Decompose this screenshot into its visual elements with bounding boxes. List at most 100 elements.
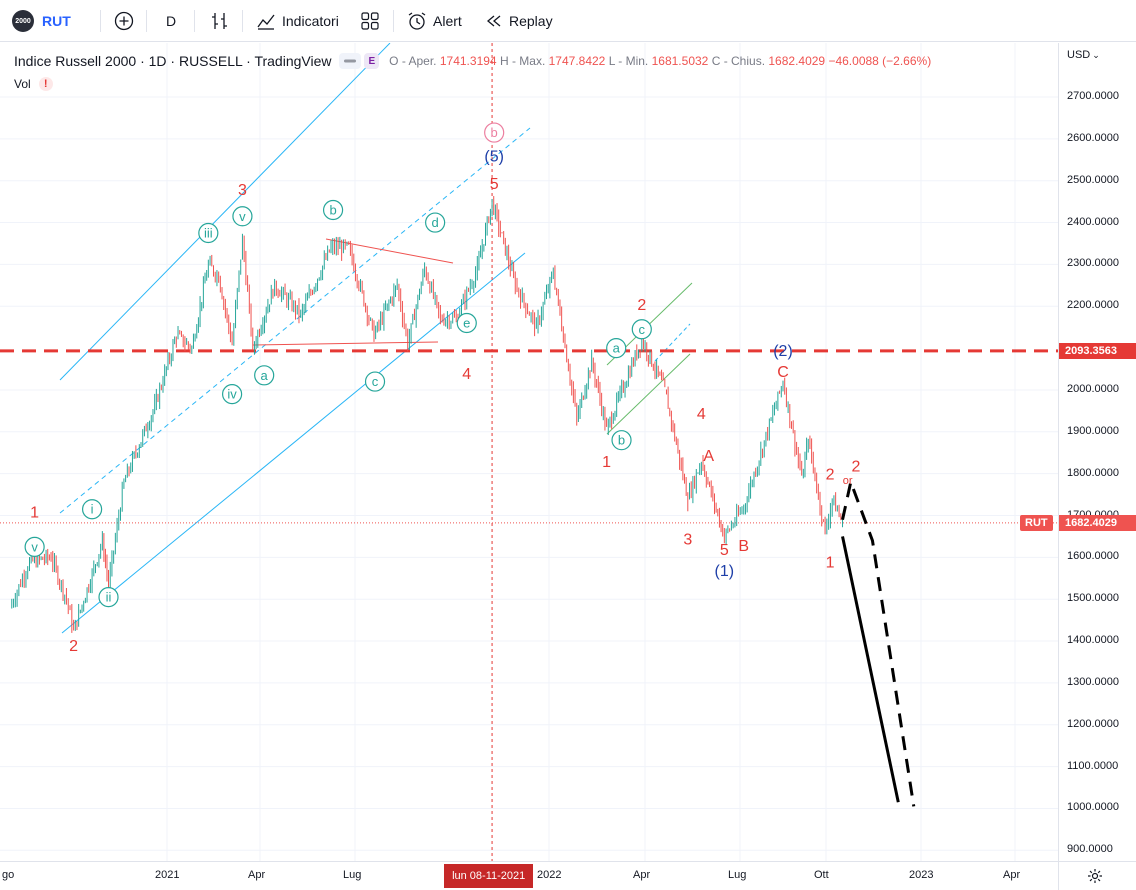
wave-label: b bbox=[329, 202, 336, 217]
channel-mid-line bbox=[59, 127, 531, 514]
time-tick-label: 2022 bbox=[537, 869, 562, 881]
volume-legend[interactable]: Vol ! bbox=[14, 77, 53, 91]
projection-solid-path bbox=[841, 536, 900, 803]
wave-label: C bbox=[777, 364, 789, 381]
crosshair-date-tag: lun 08-11-2021 bbox=[444, 864, 534, 888]
time-tick-label: go bbox=[2, 869, 15, 881]
wave-label: (2) bbox=[773, 343, 793, 360]
level-price-tag: 2093.3563 bbox=[1059, 342, 1136, 359]
wave-label: 2 bbox=[637, 297, 646, 314]
wave-label: 1 bbox=[30, 504, 39, 521]
currency-label: USD bbox=[1067, 49, 1091, 61]
indicators-icon bbox=[257, 14, 275, 30]
wave-label-circle bbox=[606, 338, 627, 359]
price-tick-label: 2400.0000 bbox=[1067, 215, 1119, 228]
wave-label: 2 bbox=[826, 467, 835, 484]
wave-label-circle bbox=[98, 587, 119, 608]
currency-dropdown[interactable]: USD ⌄ bbox=[1067, 49, 1100, 61]
wave-label: A bbox=[703, 448, 714, 465]
wave-label-circle bbox=[364, 371, 386, 392]
price-tick-label: 2700.0000 bbox=[1067, 90, 1119, 102]
wave-label: e bbox=[463, 315, 470, 330]
price-tick-label: 2000.0000 bbox=[1067, 382, 1119, 395]
close-value: 1682.4029 bbox=[768, 54, 826, 68]
time-tick-label: Apr bbox=[633, 869, 651, 881]
compare-symbol-button[interactable] bbox=[113, 9, 135, 33]
symbol-logo-icon: 2000 bbox=[12, 10, 34, 32]
toolbar-divider bbox=[242, 10, 243, 32]
flag-lower-line bbox=[606, 353, 691, 435]
price-tick-label: 1200.0000 bbox=[1067, 717, 1119, 730]
earnings-badge[interactable]: E bbox=[364, 53, 380, 69]
wave-label: b bbox=[618, 433, 625, 448]
time-tick-label: Lug bbox=[343, 869, 362, 881]
price-tick-label: 1600.0000 bbox=[1067, 550, 1119, 563]
wave-label: (5) bbox=[484, 149, 504, 166]
templates-button[interactable] bbox=[360, 9, 380, 33]
time-tick-label: 2023 bbox=[909, 869, 934, 881]
wave-label: v bbox=[239, 209, 246, 224]
wave-label-circle bbox=[232, 206, 253, 227]
wave-label-circle bbox=[611, 430, 632, 451]
toolbar-divider bbox=[100, 10, 101, 32]
wave-label-circle bbox=[425, 212, 446, 233]
wave-label: or bbox=[843, 475, 853, 487]
price-chart[interactable]: 1v2iiiiii3vivabcde4b(5)51ab2c34A5(1)B(2)… bbox=[0, 42, 1058, 861]
alert-button[interactable]: Alert bbox=[406, 9, 462, 33]
wave-label-circle bbox=[198, 222, 219, 244]
replay-button[interactable]: Replay bbox=[485, 9, 553, 33]
symbol-label: RUT bbox=[42, 13, 71, 29]
grid-layout-icon bbox=[361, 12, 379, 30]
open-label: O - Aper. bbox=[389, 54, 437, 68]
ohlc-values: O - Aper. 1741.3194 H - Max. 1747.8422 L… bbox=[389, 54, 931, 68]
interval-button[interactable]: D bbox=[166, 9, 176, 33]
symbol-price-tag: RUT bbox=[1020, 514, 1053, 531]
wave-label-circle bbox=[456, 312, 477, 334]
high-value: 1747.8422 bbox=[548, 54, 606, 68]
time-tick-label: Apr bbox=[248, 869, 266, 881]
price-tick-label: 900.0000 bbox=[1067, 843, 1113, 856]
change-value: −46.0088 (−2.66%) bbox=[828, 54, 932, 68]
chart-type-button[interactable] bbox=[210, 9, 230, 33]
wave-label: c bbox=[639, 322, 646, 337]
visibility-toggle[interactable] bbox=[339, 53, 362, 69]
wave-label: i bbox=[91, 502, 94, 517]
close-label: C - Chius. bbox=[711, 54, 766, 68]
time-tick-label: 2021 bbox=[155, 869, 180, 881]
open-value: 1741.3194 bbox=[439, 54, 497, 68]
high-label: H - Max. bbox=[499, 54, 546, 68]
toolbar-divider bbox=[146, 10, 147, 32]
rewind-icon bbox=[486, 15, 501, 27]
chart-pane[interactable]: 1 v 2 ii i iii 3 v iv a b c d e 4 b (5) 5 1 a b 2 c 3 4 A 5 (1) B (2)… bbox=[0, 42, 1058, 861]
low-label: L - Min. bbox=[608, 54, 649, 68]
chart-settings-button[interactable] bbox=[1058, 861, 1136, 890]
wave-label: c bbox=[372, 374, 379, 389]
wave-label: v bbox=[31, 539, 38, 554]
wave-label-circle bbox=[322, 199, 344, 221]
indicators-button[interactable]: Indicatori bbox=[256, 9, 339, 33]
price-tick-label: 2500.0000 bbox=[1067, 173, 1119, 186]
wave-label: 1 bbox=[826, 555, 835, 572]
wave-label: (1) bbox=[715, 563, 735, 580]
volume-label: Vol bbox=[14, 77, 31, 91]
channel-upper-line bbox=[59, 42, 391, 381]
price-tick-label: 2200.0000 bbox=[1067, 299, 1119, 312]
wave-label: iv bbox=[227, 387, 237, 402]
wave-label-circle bbox=[222, 384, 243, 405]
time-axis[interactable]: go 2021 Apr Lug 2022 Apr Lug Ott 2023 Apr lun 08-… bbox=[0, 861, 1058, 890]
price-axis[interactable]: USD ⌄ 2700.0000 2600.0000 2500.0000 2400.000… bbox=[1058, 43, 1136, 861]
symbol-search-button[interactable]: 2000 RUT bbox=[12, 9, 71, 33]
toolbar-divider bbox=[194, 10, 195, 32]
wave-label-circle bbox=[81, 499, 103, 520]
warning-icon[interactable]: ! bbox=[38, 77, 53, 91]
plus-circle-icon bbox=[114, 11, 134, 31]
instrument-title: Indice Russell 2000 · 1D · RUSSELL · Tra… bbox=[14, 53, 332, 69]
candles-group bbox=[11, 196, 844, 633]
replay-label: Replay bbox=[509, 13, 553, 29]
price-tick-label: 1300.0000 bbox=[1067, 675, 1119, 688]
wave-label: b bbox=[491, 125, 498, 140]
wave-label: 4 bbox=[697, 406, 706, 423]
wave-label: ii bbox=[106, 590, 112, 605]
wave-label: 5 bbox=[490, 176, 499, 193]
wave-label: a bbox=[613, 341, 621, 356]
